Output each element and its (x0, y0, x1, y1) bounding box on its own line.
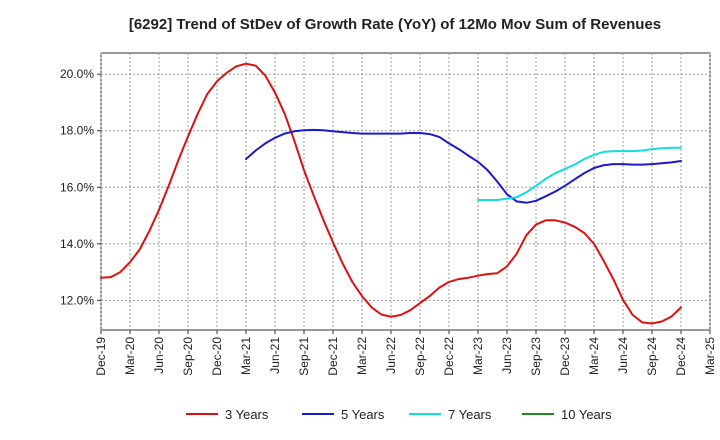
legend: 3 Years 5 Years 7 Years 10 Years (186, 407, 612, 422)
legend-label: 10 Years (561, 407, 612, 422)
x-tick-label: Jun-22 (384, 337, 398, 374)
x-tick-label: Mar-25 (703, 337, 717, 375)
x-tick-label: Sep-22 (413, 337, 427, 376)
y-tick-label: 16.0% (60, 180, 94, 194)
x-tick-label: Jun-24 (616, 337, 630, 374)
legend-label: 3 Years (225, 407, 269, 422)
series-line-7-years (477, 146, 682, 201)
grid (100, 53, 711, 330)
x-tick-label: Mar-22 (355, 337, 369, 375)
x-tick-label: Jun-21 (268, 337, 282, 374)
series-lines (100, 62, 682, 325)
legend-label: 5 Years (341, 407, 385, 422)
plot-area (100, 52, 711, 331)
x-tick-label: Jun-23 (500, 337, 514, 374)
y-tick-label: 14.0% (60, 237, 94, 251)
y-axis-ticks: 12.0% 14.0% 16.0% 18.0% 20.0% (60, 67, 101, 307)
x-tick-label: Sep-20 (181, 337, 195, 376)
x-tick-label: Dec-20 (210, 337, 224, 376)
x-tick-label: Dec-19 (94, 337, 108, 376)
x-tick-label: Sep-21 (297, 337, 311, 376)
x-tick-label: Dec-21 (326, 337, 340, 376)
y-tick-label: 18.0% (60, 124, 94, 138)
x-tick-label: Jun-20 (152, 337, 166, 374)
x-tick-label: Mar-21 (239, 337, 253, 375)
x-tick-label: Dec-24 (674, 337, 688, 376)
y-tick-label: 20.0% (60, 67, 94, 81)
chart-title: [6292] Trend of StDev of Growth Rate (Yo… (129, 16, 661, 33)
x-tick-label: Mar-23 (471, 337, 485, 375)
x-axis-ticks: Dec-19 Mar-20 Jun-20 Sep-20 Dec-20 Mar-21 Jun-… (94, 330, 717, 376)
x-tick-label: Sep-23 (529, 337, 543, 376)
y-tick-label: 12.0% (60, 293, 94, 307)
series-line-5-years (245, 128, 682, 204)
x-tick-label: Mar-24 (587, 337, 601, 375)
legend-label: 7 Years (448, 407, 492, 422)
x-tick-label: Sep-24 (645, 337, 659, 376)
x-tick-label: Mar-20 (123, 337, 137, 375)
series-line-3-years (100, 62, 682, 325)
x-tick-label: Dec-23 (558, 337, 572, 376)
x-tick-label: Dec-22 (442, 337, 456, 376)
